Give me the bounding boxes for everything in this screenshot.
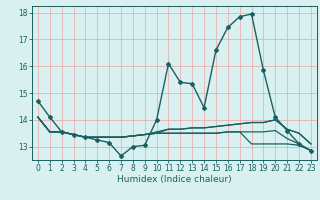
X-axis label: Humidex (Indice chaleur): Humidex (Indice chaleur) xyxy=(117,175,232,184)
